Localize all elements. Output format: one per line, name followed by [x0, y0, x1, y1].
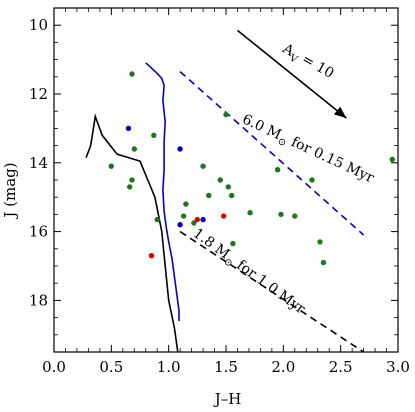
data-point-30: [194, 216, 200, 223]
y-axis-title: J (mag): [1, 162, 19, 219]
series-line-2: [179, 71, 365, 236]
x-tick-label: 1.0: [157, 358, 181, 376]
data-point-3: [131, 146, 137, 152]
series-line-1: [85, 113, 179, 352]
data-point-1: [151, 132, 157, 138]
plot-frame: [53, 7, 399, 353]
annotation-main: 6.0 M: [240, 111, 284, 143]
data-point-26: [177, 146, 183, 152]
data-point-10: [200, 163, 206, 169]
data-point-6: [154, 216, 160, 223]
data-point-17: [247, 210, 253, 216]
annotation-label: 6.0 M⊙ for 0.15 Myr: [238, 111, 376, 189]
annotation-label: 1.8 M⊙ for 1.0 Myr: [188, 225, 308, 319]
data-point-22: [317, 239, 323, 245]
x-axis-title: J–H: [213, 390, 242, 408]
data-point-13: [223, 111, 229, 118]
data-point-25: [125, 125, 132, 132]
data-point-15: [229, 192, 235, 199]
data-point-14: [225, 184, 231, 190]
x-tick-label: 1.5: [214, 358, 238, 376]
data-point-16: [230, 240, 236, 247]
data-point-12: [217, 177, 223, 183]
data-point-20: [292, 213, 298, 219]
y-tick-label: 18: [29, 291, 48, 309]
series-line-0: [145, 62, 180, 321]
data-point-8: [180, 213, 187, 219]
data-point-24: [389, 156, 395, 163]
data-point-29: [148, 253, 155, 259]
x-tick-label: 2.5: [329, 358, 353, 376]
data-point-9: [191, 220, 197, 226]
x-tick-label: 0.0: [42, 358, 66, 376]
y-tick-label: 12: [29, 85, 48, 103]
data-point-19: [278, 211, 284, 218]
data-point-2: [108, 163, 115, 169]
x-tick-label: 2.0: [271, 358, 295, 376]
x-tick-label: 3.0: [386, 358, 410, 376]
data-point-4: [129, 177, 135, 183]
annotation-sub: ⊙: [276, 136, 288, 150]
y-tick-label: 16: [29, 223, 48, 241]
data-point-0: [129, 71, 135, 77]
annotation-label: AV = 10: [278, 40, 337, 84]
arrow-head-icon: [333, 106, 347, 119]
data-point-28: [200, 216, 206, 223]
y-tick-label: 10: [29, 16, 48, 34]
annotation-rest: = 10: [295, 49, 336, 82]
data-point-5: [127, 184, 133, 190]
data-point-27: [177, 222, 183, 228]
data-point-11: [206, 192, 212, 199]
data-point-7: [183, 201, 189, 207]
y-tick-label: 14: [29, 154, 48, 172]
extinction-arrow: [236, 29, 347, 119]
data-point-31: [221, 213, 227, 219]
annotation-rest: for 0.15 Myr: [285, 132, 377, 186]
series-line-3: [179, 230, 365, 352]
data-point-21: [309, 177, 315, 183]
data-point-18: [274, 167, 281, 173]
x-tick-label: 0.5: [99, 358, 123, 376]
data-point-23: [320, 259, 327, 266]
annotation-rest: for 1.0 Myr: [230, 255, 308, 318]
